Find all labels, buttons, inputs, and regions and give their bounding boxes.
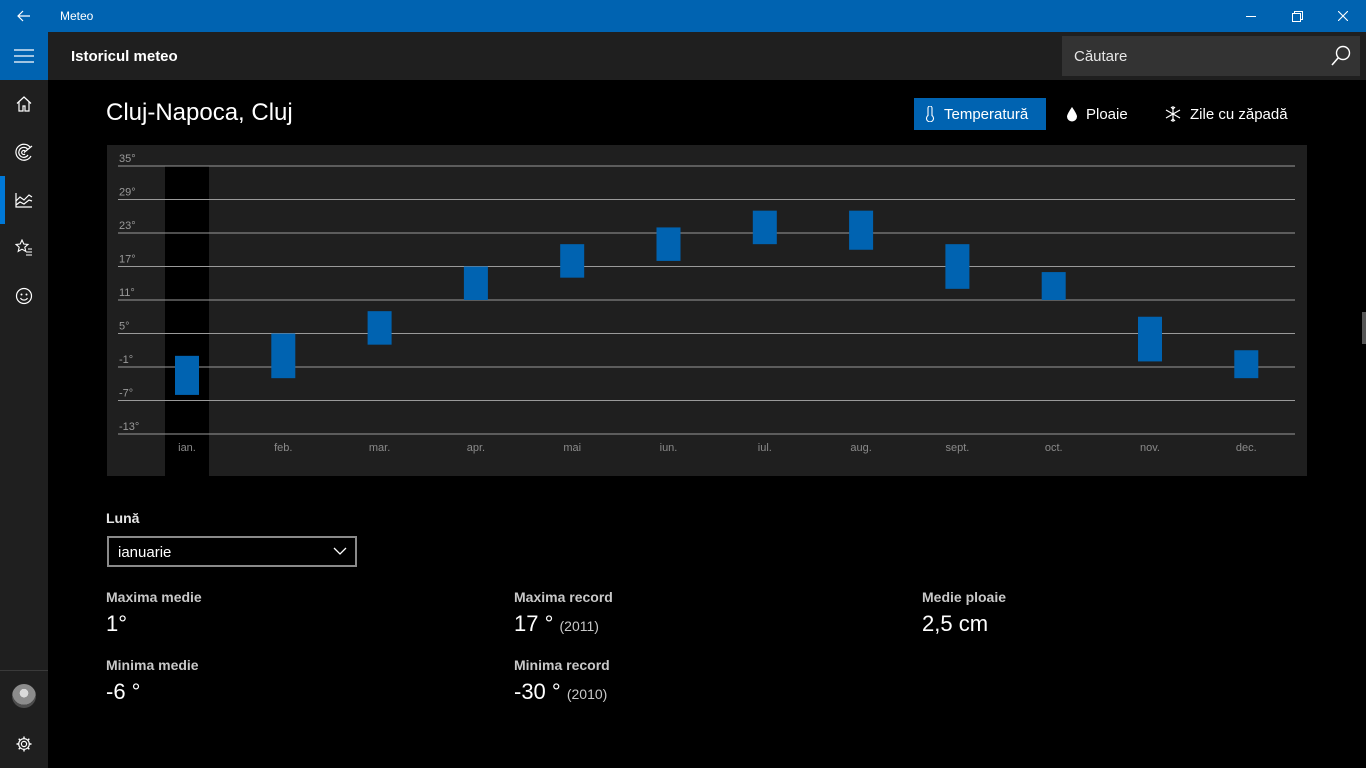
home-icon [16, 96, 32, 112]
nav-historical-weather[interactable] [0, 176, 48, 224]
max-avg-value: 1° [106, 611, 128, 636]
month-tick-label: ian. [178, 442, 196, 454]
page-title: Istoricul meteo [71, 48, 178, 65]
month-tick-label: apr. [467, 442, 485, 454]
temperature-bar [271, 333, 296, 379]
left-nav [0, 32, 48, 768]
raindrop-icon [1067, 107, 1077, 122]
app-header: Istoricul meteo Căutare [48, 32, 1366, 80]
close-button[interactable] [1320, 0, 1366, 32]
temperature-bar [656, 227, 681, 261]
min-record-year: (2010) [566, 686, 608, 702]
temperature-bar [560, 244, 585, 278]
y-tick-label: 5° [119, 321, 130, 333]
avatar [12, 684, 36, 708]
favorites-icon [15, 239, 32, 256]
max-record-label: Maxima record [514, 589, 613, 605]
temperature-bar [849, 210, 874, 250]
y-tick-label: 29° [119, 187, 136, 199]
temperature-chart[interactable]: -13° -7° -1° 5° 11° 17° 23° 29° 35° ian. feb. mar. a… [107, 145, 1307, 476]
selected-month-highlight [165, 166, 209, 476]
temperature-bar [175, 355, 199, 395]
y-tick-label: 17° [119, 254, 136, 266]
month-tick-label: sept. [945, 442, 969, 454]
month-tick-label: iun. [660, 442, 678, 454]
min-record-label: Minima record [514, 657, 610, 673]
temperature-bar [1138, 316, 1162, 362]
month-tick-label: dec. [1236, 442, 1257, 454]
y-tick-label: 35° [119, 153, 136, 165]
y-tick-label: 23° [119, 220, 136, 232]
toggle-label: Temperatură [944, 105, 1029, 123]
settings-icon [16, 736, 32, 752]
max-record-year: (2011) [559, 618, 599, 634]
month-label: Lună [106, 510, 140, 526]
nav-selection-indicator [0, 176, 5, 224]
month-tick-label: mai [563, 442, 581, 454]
nav-favorites[interactable] [0, 224, 48, 272]
hamburger-button[interactable] [0, 32, 48, 80]
location-name: Cluj-Napoca, Cluj [106, 99, 293, 126]
forecast-icon [15, 143, 33, 161]
restore-button[interactable] [1274, 0, 1320, 32]
window-title: Meteo [60, 9, 94, 23]
minimize-icon [1246, 16, 1256, 17]
toggle-rain[interactable]: Ploaie [1058, 98, 1128, 130]
scrollbar-indicator[interactable] [1362, 312, 1366, 344]
rain-avg-value: 2,5 cm [922, 611, 989, 636]
min-avg-value: -6 ° [106, 679, 141, 704]
max-avg-label: Maxima medie [106, 589, 202, 605]
month-tick-label: aug. [850, 442, 871, 454]
snowflake-icon [1165, 106, 1181, 122]
max-record-value: 17 ° [514, 611, 554, 636]
feedback-icon [15, 287, 33, 305]
toggle-snow-days[interactable]: Zile cu zăpadă [1156, 98, 1288, 130]
nav-home[interactable] [0, 80, 48, 128]
chevron-down-icon [333, 547, 347, 555]
close-icon [1338, 11, 1348, 21]
toggle-label: Ploaie [1086, 105, 1128, 123]
temperature-bar [1041, 272, 1066, 300]
historical-weather-icon [15, 193, 33, 208]
nav-divider [0, 670, 48, 671]
temperature-bar [945, 244, 970, 289]
min-record-value: -30 ° [514, 679, 561, 704]
y-tick-label: -1° [119, 354, 133, 366]
thermometer-icon [925, 106, 935, 122]
y-tick-label: -7° [119, 388, 133, 400]
nav-forecast[interactable] [0, 128, 48, 176]
y-tick-label: 11° [119, 287, 135, 299]
month-tick-label: nov. [1140, 442, 1160, 454]
search-input[interactable]: Căutare [1074, 48, 1128, 65]
month-tick-label: mar. [369, 442, 390, 454]
nav-account[interactable] [0, 672, 48, 720]
month-dropdown[interactable]: ianuarie [107, 536, 357, 567]
search-box[interactable]: Căutare [1062, 36, 1360, 76]
max-record: 17 ° (2011) [514, 611, 599, 637]
search-icon[interactable] [1328, 44, 1354, 68]
title-bar: Meteo [0, 0, 1366, 32]
min-avg-label: Minima medie [106, 657, 199, 673]
month-tick-label: iul. [758, 442, 772, 454]
back-button[interactable] [0, 0, 48, 32]
temperature-chart-svg: -13° -7° -1° 5° 11° 17° 23° 29° 35° ian. feb. mar. a… [118, 153, 1295, 476]
minimize-button[interactable] [1228, 0, 1274, 32]
temperature-bar [1234, 350, 1259, 379]
rain-avg-label: Medie ploaie [922, 589, 1007, 605]
min-record: -30 ° (2010) [514, 679, 607, 705]
month-tick-label: oct. [1045, 442, 1063, 454]
nav-settings[interactable] [0, 720, 48, 768]
month-dropdown-value: ianuarie [118, 544, 172, 561]
restore-icon [1291, 10, 1303, 22]
back-arrow-icon [17, 10, 30, 22]
y-tick-label: -13° [119, 421, 139, 433]
hamburger-icon [14, 49, 34, 63]
toggle-label: Zile cu zăpadă [1190, 105, 1288, 123]
temperature-bar [752, 210, 777, 245]
temperature-bar [463, 266, 488, 300]
nav-feedback[interactable] [0, 272, 48, 320]
toggle-temperature[interactable]: Temperatură [914, 98, 1046, 130]
temperature-bar [367, 311, 392, 345]
month-tick-label: feb. [274, 442, 292, 454]
